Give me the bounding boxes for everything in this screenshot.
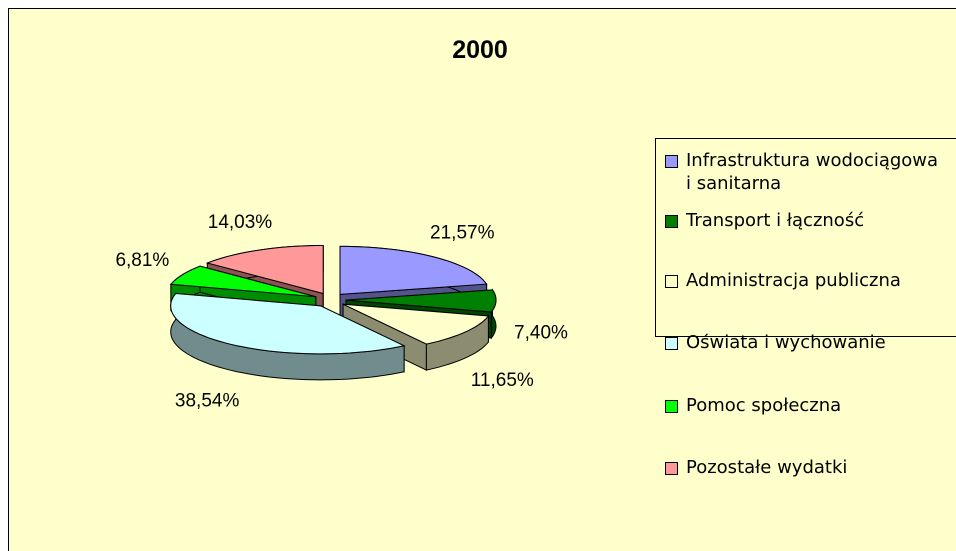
legend-label: Pozostałe wydatki (686, 457, 848, 478)
legend-label: Transport i łączność (686, 210, 865, 231)
legend-item: Pozostałe wydatki (665, 456, 956, 479)
slice (170, 292, 406, 381)
data-label: 7,40% (514, 322, 568, 343)
legend-swatch (665, 155, 678, 168)
legend-label: Pomoc społeczna (686, 395, 842, 416)
legend-item: Pomoc społeczna (665, 394, 956, 417)
data-label: 11,65% (471, 370, 534, 391)
data-label: 14,03% (208, 212, 273, 233)
chart-title: 2000 (452, 36, 508, 64)
slice-top (205, 245, 324, 295)
data-label: 21,57% (430, 223, 495, 244)
data-label: 6,81% (115, 250, 169, 271)
legend-label: Infrastruktura wodociągowa i sanitarna (686, 150, 939, 194)
legend-swatch (665, 275, 678, 288)
slice-top (170, 292, 406, 355)
legend-item: Transport i łączność (665, 209, 956, 232)
legend-label: Oświata i wychowanie (686, 332, 886, 353)
legend-swatch (665, 400, 678, 413)
legend-swatch (665, 462, 678, 475)
legend-swatch (665, 215, 678, 228)
legend-label: Administracja publiczna (686, 270, 901, 291)
legend-swatch (665, 337, 678, 350)
slice-top (339, 245, 488, 295)
slice-top (169, 265, 316, 298)
legend-item: Infrastruktura wodociągowa i sanitarna (665, 149, 941, 195)
slice-top (342, 303, 490, 345)
legend-item: Oświata i wychowanie (665, 331, 956, 354)
legend-item: Administracja publiczna (665, 269, 956, 292)
slice-top (345, 289, 497, 313)
slice (205, 245, 324, 321)
legend: Infrastruktura wodociągowa i sanitarna Tr… (655, 138, 956, 478)
data-label: 38,54% (175, 390, 240, 411)
